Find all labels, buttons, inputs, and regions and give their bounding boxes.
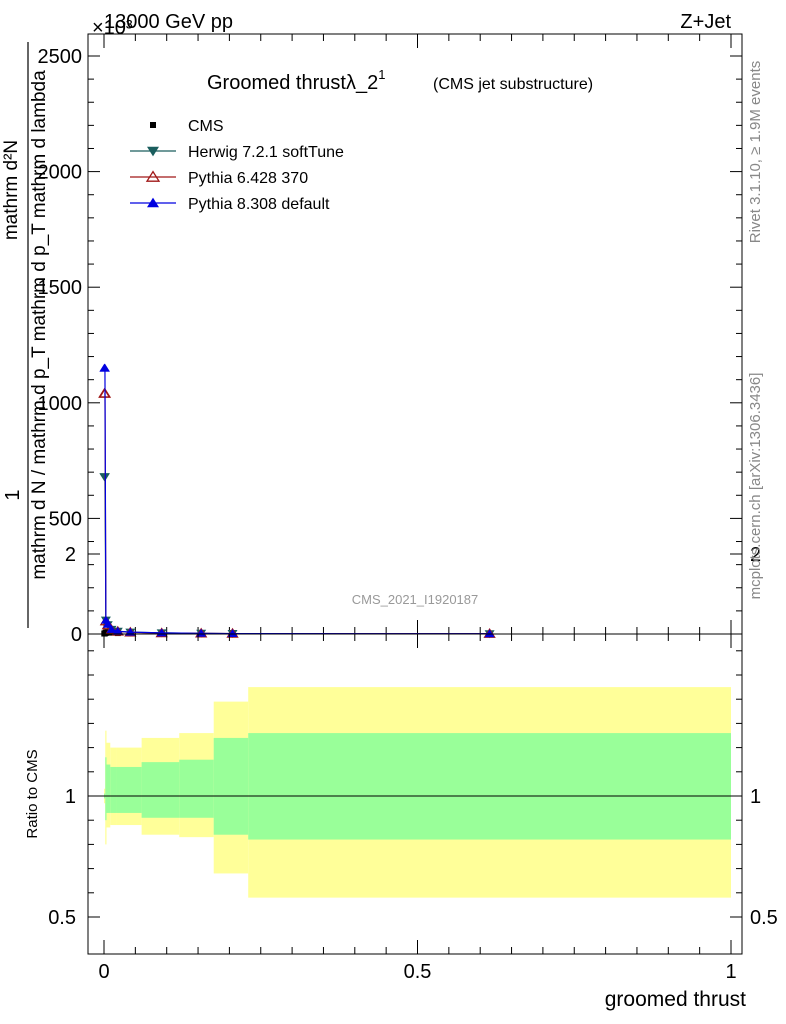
- ratio-band-inner: [105, 757, 107, 821]
- mcplots-label: mcplots.cern.ch [arXiv:1306.3436]: [747, 373, 764, 600]
- ratio-y-axis-title: Ratio to CMS: [24, 749, 41, 838]
- legend-marker-herwig-7-2-1-softtune: [147, 146, 159, 157]
- x-axis-title: groomed thrust: [605, 988, 746, 1011]
- ratio-y-tick-label-right: 0.5: [750, 907, 778, 929]
- chart-title: Groomed thrustλ_21: [207, 67, 385, 94]
- ratio-y-tick-label: 0.5: [48, 907, 76, 929]
- ratio-bands: [104, 687, 731, 898]
- y-axis-title-denominator: mathrm d N / mathrm d p_T mathrm d p_T m…: [29, 70, 50, 580]
- y-axis-title-group-3: mathrm d²N: [1, 140, 22, 240]
- ratio-band-inner: [179, 759, 214, 818]
- legend-marker-pythia-8-308-default: [147, 197, 159, 208]
- legend-label-pythia-8-308-default: Pythia 8.308 default: [188, 196, 330, 213]
- main-panel: 0 500 1000 1500 2000 2500 13000 GeV pp ×10³ Z…: [1, 11, 743, 646]
- series-point-pythia-8-308-default: [99, 363, 110, 372]
- ratio-band-inner: [141, 762, 180, 818]
- ratio-y-title-group: Ratio to CMS: [24, 749, 41, 838]
- main-y-tick-label: 2500: [38, 46, 83, 68]
- analysis-id: CMS_2021_I1920187: [352, 592, 479, 607]
- ratio-x-axis: 0 0.5 1: [98, 634, 737, 983]
- main-y-tick-label: 2000: [38, 162, 83, 184]
- y-exponent-label: ×10³: [92, 17, 133, 39]
- x-tick-label: 0.5: [404, 961, 432, 983]
- main-x-axis-ticks: [103, 34, 732, 634]
- ratio-y-tick-label-right: 2: [750, 544, 761, 566]
- y-axis-title-group-1: 1: [2, 489, 24, 500]
- energy-label: 13000 GeV pp: [104, 11, 233, 33]
- main-y-axis: 0 500 1000 1500 2000 2500: [38, 46, 742, 646]
- series-point-pythia-8-308-default: [102, 619, 113, 628]
- ratio-y-tick-label-right: 1: [750, 786, 761, 808]
- ratio-frame: [87, 633, 743, 955]
- legend-label-cms: CMS: [188, 118, 224, 135]
- rivet-label-group: Rivet 3.1.10, ≥ 1.9M events: [747, 61, 764, 244]
- chart-subtitle: (CMS jet substructure): [433, 76, 593, 93]
- rivet-version-label: Rivet 3.1.10, ≥ 1.9M events: [747, 61, 764, 244]
- main-y-tick-label: 500: [49, 508, 82, 530]
- ratio-band-inner: [106, 764, 111, 813]
- ratio-y-axis: 0.5 0.5 1 1 2 2: [48, 544, 778, 929]
- x-tick-label: 0: [98, 961, 109, 983]
- ratio-band-inner: [248, 733, 731, 840]
- chart-title-main: Groomed thrustλ_2: [207, 72, 378, 94]
- mcplots-label-group: mcplots.cern.ch [arXiv:1306.3436]: [747, 373, 764, 600]
- ratio-y-tick-label: 2: [65, 544, 76, 566]
- legend: CMS Herwig 7.2.1 softTune Pythia 6.428 370…: [130, 118, 344, 213]
- process-label: Z+Jet: [680, 11, 731, 33]
- ratio-panel: 0.5 0.51 12 2 0 0.5 1 Ratio to CMS groomed th…: [24, 544, 778, 1011]
- series-point-pythia-8-308-default: [196, 628, 207, 637]
- ratio-band-inner: [116, 766, 142, 813]
- ratio-y-tick-label: 1: [65, 786, 76, 808]
- y-axis-title-numerator: 1: [2, 489, 24, 500]
- y-axis-title-second: mathrm d²N: [1, 140, 22, 240]
- main-y-tick-label: 1500: [38, 277, 83, 299]
- main-y-tick-label: 0: [71, 624, 82, 646]
- main-y-tick-label: 1000: [38, 393, 83, 415]
- x-tick-label: 1: [725, 961, 736, 983]
- chart-title-superscript: 1: [378, 67, 385, 82]
- legend-label-pythia-6-428-370: Pythia 6.428 370: [188, 170, 308, 187]
- series-point-pythia-8-308-default: [484, 629, 495, 638]
- legend-marker-pythia-6-428-370: [145, 170, 161, 182]
- legend-marker-cms: [150, 122, 156, 128]
- ratio-band-inner: [213, 737, 249, 835]
- series-point-pythia-8-308-default: [106, 624, 117, 633]
- y-axis-title-group-2: mathrm d N / mathrm d p_T mathrm d p_T m…: [29, 70, 50, 580]
- ratio-band-inner: [110, 766, 117, 813]
- legend-label-herwig-7-2-1-softtune: Herwig 7.2.1 softTune: [188, 144, 344, 161]
- series-point-pythia-8-308-default: [112, 626, 123, 635]
- series-point-pythia-8-308-default: [227, 629, 238, 638]
